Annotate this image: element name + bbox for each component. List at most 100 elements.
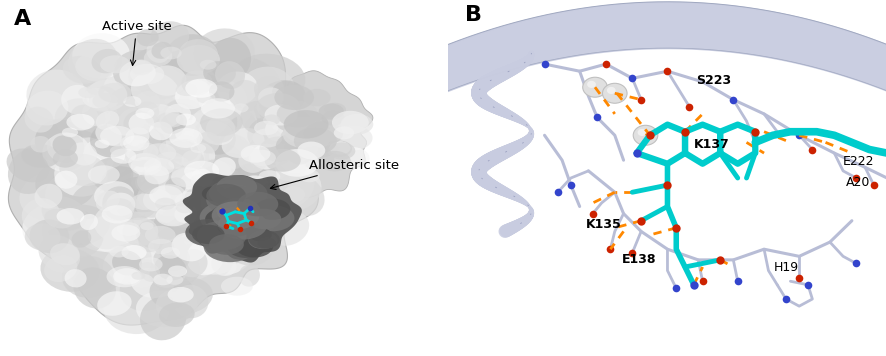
Ellipse shape (192, 220, 257, 276)
Ellipse shape (115, 177, 167, 212)
Ellipse shape (159, 237, 203, 268)
Ellipse shape (140, 134, 189, 173)
Ellipse shape (229, 80, 261, 112)
Circle shape (602, 83, 626, 103)
Ellipse shape (284, 110, 328, 138)
Ellipse shape (264, 149, 300, 172)
Ellipse shape (103, 243, 152, 283)
Ellipse shape (35, 160, 96, 209)
Ellipse shape (91, 49, 122, 73)
Ellipse shape (150, 274, 193, 309)
Ellipse shape (199, 60, 216, 70)
Circle shape (582, 77, 607, 97)
Ellipse shape (54, 151, 108, 197)
Ellipse shape (325, 140, 352, 157)
Polygon shape (242, 71, 372, 198)
Ellipse shape (118, 106, 164, 140)
Ellipse shape (318, 104, 344, 120)
Ellipse shape (256, 93, 299, 121)
Ellipse shape (324, 134, 359, 156)
Ellipse shape (167, 275, 183, 285)
Ellipse shape (171, 166, 196, 189)
Ellipse shape (96, 111, 119, 130)
Ellipse shape (70, 182, 114, 219)
Text: A20: A20 (845, 176, 870, 189)
Ellipse shape (184, 195, 222, 223)
Ellipse shape (175, 97, 237, 148)
Ellipse shape (180, 190, 207, 213)
Ellipse shape (264, 143, 291, 166)
Ellipse shape (110, 146, 127, 156)
Ellipse shape (151, 229, 222, 281)
Ellipse shape (21, 198, 60, 232)
Ellipse shape (312, 124, 330, 135)
Ellipse shape (124, 122, 162, 157)
Circle shape (587, 81, 595, 88)
Ellipse shape (125, 137, 174, 174)
Ellipse shape (160, 247, 180, 259)
Ellipse shape (227, 203, 254, 219)
Ellipse shape (25, 107, 54, 133)
Ellipse shape (216, 203, 240, 218)
Ellipse shape (139, 210, 200, 258)
Ellipse shape (152, 42, 172, 59)
Ellipse shape (323, 103, 346, 117)
Ellipse shape (284, 186, 305, 202)
Ellipse shape (138, 95, 181, 127)
Ellipse shape (190, 174, 213, 187)
Ellipse shape (238, 265, 260, 287)
Ellipse shape (117, 188, 171, 232)
Text: H19: H19 (773, 261, 797, 274)
Ellipse shape (293, 127, 337, 155)
Ellipse shape (128, 153, 161, 173)
Ellipse shape (198, 120, 233, 145)
Ellipse shape (75, 190, 144, 253)
Ellipse shape (129, 145, 157, 167)
Ellipse shape (38, 235, 80, 273)
Ellipse shape (212, 157, 236, 177)
Ellipse shape (175, 203, 193, 213)
Ellipse shape (94, 181, 134, 210)
Ellipse shape (163, 173, 205, 206)
Ellipse shape (141, 104, 178, 129)
Ellipse shape (163, 126, 212, 168)
Ellipse shape (265, 120, 286, 141)
Ellipse shape (155, 198, 175, 210)
Ellipse shape (215, 189, 241, 212)
Ellipse shape (248, 230, 279, 249)
Ellipse shape (136, 219, 175, 250)
Ellipse shape (135, 146, 189, 181)
Ellipse shape (200, 159, 232, 187)
Ellipse shape (161, 208, 186, 224)
Ellipse shape (247, 116, 292, 153)
Text: Active site: Active site (102, 20, 171, 66)
Ellipse shape (126, 178, 182, 227)
Ellipse shape (178, 130, 236, 179)
Ellipse shape (155, 152, 184, 169)
Ellipse shape (208, 213, 260, 244)
Ellipse shape (130, 59, 152, 75)
Ellipse shape (209, 234, 244, 255)
Ellipse shape (88, 213, 134, 250)
Ellipse shape (240, 145, 270, 163)
Ellipse shape (144, 86, 200, 134)
Ellipse shape (200, 108, 243, 136)
Ellipse shape (170, 148, 204, 173)
Ellipse shape (266, 127, 310, 166)
Ellipse shape (117, 82, 179, 139)
Ellipse shape (164, 136, 204, 173)
Ellipse shape (164, 118, 227, 166)
Ellipse shape (153, 246, 190, 272)
Ellipse shape (205, 208, 242, 230)
Ellipse shape (96, 191, 120, 211)
Ellipse shape (143, 189, 171, 211)
Ellipse shape (165, 104, 190, 124)
Ellipse shape (82, 88, 111, 108)
Ellipse shape (178, 249, 207, 277)
Ellipse shape (135, 181, 189, 226)
Ellipse shape (128, 113, 154, 135)
Ellipse shape (188, 136, 255, 190)
Ellipse shape (144, 149, 193, 189)
Ellipse shape (113, 50, 162, 91)
Ellipse shape (136, 290, 190, 327)
